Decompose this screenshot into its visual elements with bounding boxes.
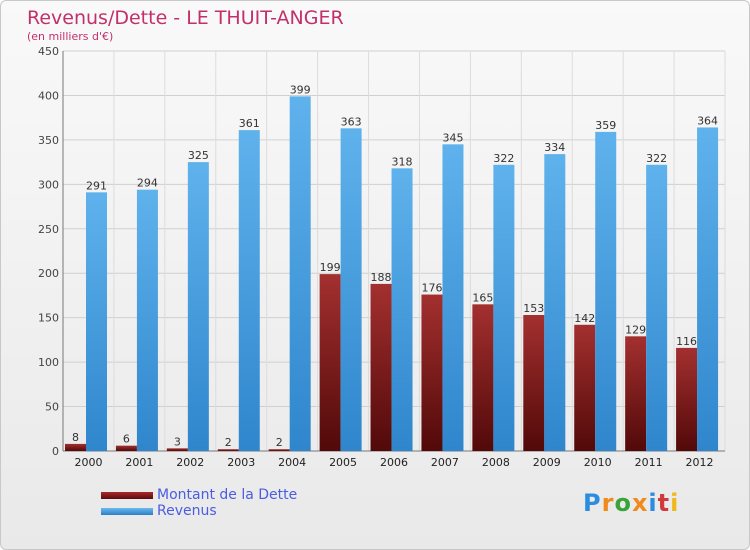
debt-bar-2006 [370,283,392,451]
x-tick-label: 2009 [533,456,561,469]
debt-value-label: 153 [523,302,544,315]
x-tick-label: 2011 [635,456,663,469]
legend-item-dette: Montant de la Dette [101,487,297,503]
y-tick-label: 200 [38,267,59,280]
debt-value-label: 199 [320,261,341,274]
debt-value-label: 165 [472,291,493,304]
x-tick-label: 2002 [176,456,204,469]
debt-value-label: 129 [625,323,646,336]
legend-label-dette: Montant de la Dette [157,487,298,503]
debt-value-label: 8 [72,431,79,444]
revenue-value-label: 294 [137,177,158,190]
y-tick-label: 300 [38,178,59,191]
debt-bar-2002 [166,448,188,451]
legend-swatch-revenus [101,507,153,515]
revenue-value-label: 345 [442,131,463,144]
debt-bar-2011 [625,336,647,451]
y-tick-label: 150 [38,312,59,325]
revenue-value-label: 364 [697,114,718,127]
x-tick-label: 2005 [329,456,357,469]
revenue-bar-2002 [187,162,209,451]
debt-value-label: 188 [371,271,392,284]
debt-value-label: 2 [225,436,232,449]
debt-bar-2005 [319,274,341,451]
x-tick-label: 2010 [584,456,612,469]
revenue-bar-2008 [493,164,515,451]
revenue-bar-2005 [340,128,362,451]
debt-bar-2010 [574,324,596,451]
legend-label-revenus: Revenus [157,503,217,519]
y-tick-label: 250 [38,223,59,236]
x-tick-label: 2004 [278,456,306,469]
revenue-bar-2012 [697,127,719,451]
logo-letter: o [614,489,632,517]
proxiti-logo: Proxiti [583,489,679,517]
revenue-value-label: 334 [544,141,565,154]
logo-letter: t [657,489,671,517]
revenue-bar-2004 [289,96,311,451]
debt-value-label: 142 [574,312,595,325]
logo-letter: i [670,489,680,517]
revenue-bar-2011 [646,164,668,451]
revenue-value-label: 318 [392,155,413,168]
revenue-value-label: 399 [290,83,311,96]
debt-value-label: 116 [676,335,697,348]
chart-title: Revenus/Dette - LE THUIT-ANGER [27,7,344,29]
debt-value-label: 3 [174,435,181,448]
revenue-bar-2001 [136,189,158,451]
debt-value-label: 2 [276,436,283,449]
x-tick-label: 2003 [227,456,255,469]
revenue-value-label: 363 [341,115,362,128]
x-tick-label: 2008 [482,456,510,469]
debt-bar-2001 [115,445,137,451]
revenue-bar-2006 [391,168,413,452]
debt-bar-2000 [65,443,86,451]
revenue-value-label: 361 [239,117,260,130]
revenue-bar-2000 [86,192,107,452]
revenue-value-label: 359 [595,119,616,132]
x-tick-label: 2001 [125,456,153,469]
revenue-bar-2003 [238,130,260,451]
y-tick-label: 400 [38,89,59,102]
logo-letter: x [631,489,649,517]
debt-bar-2004 [268,449,290,451]
legend-swatch-dette [101,491,153,499]
logo-letter: P [583,489,602,517]
x-tick-label: 2006 [380,456,408,469]
revenue-bar-2007 [442,144,464,452]
chart-subtitle: (en milliers d'€) [27,30,114,43]
debt-value-label: 6 [123,433,130,446]
x-tick-label: 2012 [686,456,714,469]
x-tick-label: 2007 [431,456,459,469]
debt-value-label: 176 [421,282,442,295]
debt-bar-2009 [523,315,545,451]
x-tick-label: 2000 [74,456,102,469]
revenue-bar-2010 [595,131,617,451]
logo-letter: i [648,489,658,517]
revenue-value-label: 291 [86,179,107,192]
revenue-value-label: 325 [188,149,209,162]
y-tick-label: 100 [38,356,59,369]
y-tick-label: 450 [38,45,59,58]
revenue-value-label: 322 [646,152,667,165]
debt-bar-2012 [676,347,698,451]
debt-bar-2007 [421,294,443,451]
y-tick-label: 0 [52,445,59,458]
logo-letter: r [601,489,615,517]
debt-bar-2003 [217,449,239,451]
legend: Montant de la Dette Revenus [101,487,297,519]
revenue-bar-2009 [544,154,566,451]
y-tick-label: 350 [38,134,59,147]
debt-bar-2008 [472,304,494,451]
legend-item-revenus: Revenus [101,503,297,519]
revenue-value-label: 322 [493,152,514,165]
y-tick-label: 50 [45,401,59,414]
